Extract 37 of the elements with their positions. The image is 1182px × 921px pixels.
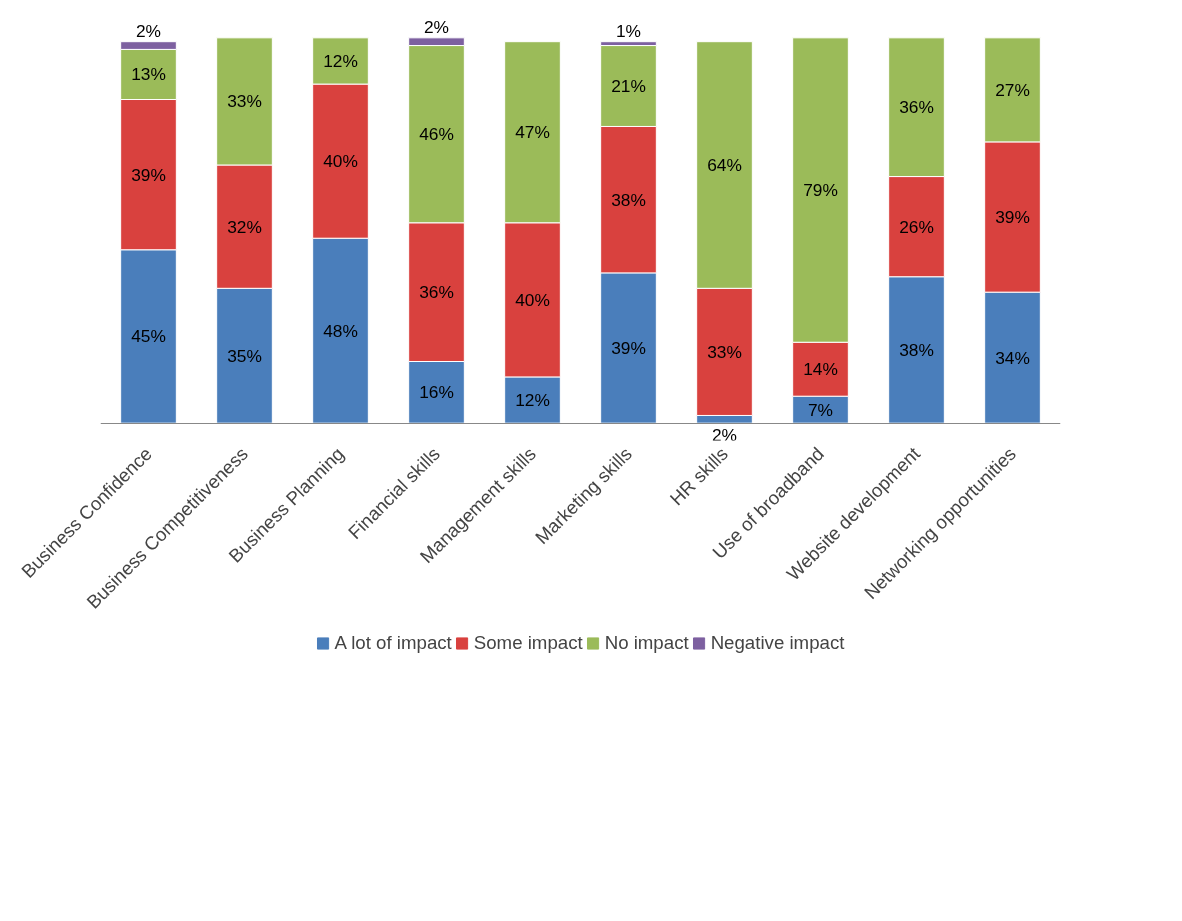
data-label: 32% xyxy=(227,216,262,237)
data-label: 33% xyxy=(707,341,742,362)
data-label: 46% xyxy=(419,124,454,145)
data-label: 39% xyxy=(131,164,166,185)
data-label: 21% xyxy=(611,76,646,96)
data-label: 48% xyxy=(323,320,358,341)
data-label: 16% xyxy=(419,382,454,403)
data-label: 36% xyxy=(899,97,934,118)
data-label: 39% xyxy=(611,338,646,359)
data-label: 38% xyxy=(899,339,934,360)
data-label: 34% xyxy=(995,347,1030,368)
data-label: 47% xyxy=(515,122,550,143)
data-label: 27% xyxy=(995,79,1030,100)
legend-label: Some impact xyxy=(473,632,583,654)
legend-label: No impact xyxy=(604,632,689,654)
data-label: 79% xyxy=(803,180,838,201)
data-label: 12% xyxy=(515,390,550,411)
data-label: 64% xyxy=(707,155,742,175)
data-label: 38% xyxy=(611,189,646,210)
data-label: 1% xyxy=(615,20,642,41)
data-label: 2% xyxy=(711,425,738,446)
data-label: 13% xyxy=(131,64,166,85)
data-label: 12% xyxy=(323,50,358,71)
data-label: 2% xyxy=(135,20,162,41)
data-label: 35% xyxy=(227,345,262,366)
data-label: 40% xyxy=(515,289,550,310)
data-label: 36% xyxy=(419,282,454,303)
data-label: 40% xyxy=(323,151,358,172)
data-label: 45% xyxy=(131,326,166,347)
data-label: 33% xyxy=(227,91,262,112)
data-label: 7% xyxy=(807,399,834,420)
data-label: 14% xyxy=(803,359,838,380)
legend-label: A lot of impact xyxy=(334,632,452,654)
data-label: 39% xyxy=(995,207,1030,228)
data-label: 2% xyxy=(423,16,450,37)
data-label: 26% xyxy=(899,216,934,237)
legend-label: Negative impact xyxy=(710,632,845,654)
